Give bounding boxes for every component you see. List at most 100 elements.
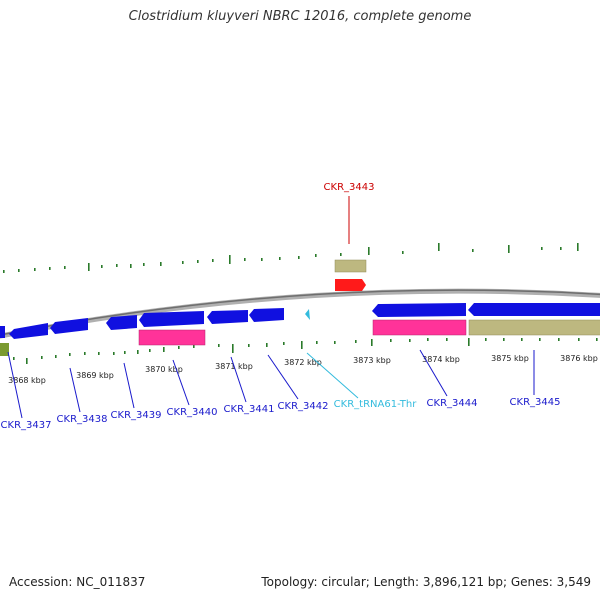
gc-tick bbox=[279, 257, 281, 260]
gc-tick bbox=[244, 258, 246, 261]
gc-tick bbox=[160, 262, 162, 266]
gc-tick bbox=[427, 338, 429, 341]
scale-label: 3876 kbp bbox=[560, 354, 598, 363]
gene-leader-line bbox=[7, 351, 23, 419]
gc-tick bbox=[218, 344, 220, 347]
gc-tick bbox=[446, 338, 448, 341]
gc-tick bbox=[521, 338, 523, 341]
gene-leader-line bbox=[230, 356, 247, 403]
gc-tick bbox=[69, 353, 71, 356]
gene-arrows bbox=[0, 303, 600, 339]
gc-tick bbox=[13, 357, 15, 360]
gc-skew-track-outer bbox=[3, 243, 579, 273]
pink-feature-ckr-3440[interactable] bbox=[138, 329, 206, 346]
gc-tick bbox=[229, 255, 231, 264]
gc-tick bbox=[88, 263, 90, 271]
gc-tick bbox=[301, 341, 303, 349]
gc-tick bbox=[64, 266, 66, 269]
gene-leader-line bbox=[172, 359, 190, 406]
gene-arrow-ckr-3441[interactable] bbox=[207, 310, 248, 324]
gc-tick bbox=[182, 261, 184, 264]
gc-tick bbox=[503, 338, 505, 341]
gene-ckr-3443-tan-feature[interactable] bbox=[334, 259, 367, 273]
gc-tick bbox=[390, 339, 392, 342]
gene-leader-line bbox=[306, 352, 359, 399]
gc-skew-track-inner bbox=[13, 338, 598, 364]
gc-tick bbox=[163, 347, 165, 352]
gc-tick bbox=[98, 352, 100, 355]
trna-ckr-trna61-thr[interactable] bbox=[305, 309, 310, 320]
tan-feature-ckr-3445[interactable] bbox=[468, 319, 600, 336]
pink-feature-ckr-3444[interactable] bbox=[372, 319, 467, 336]
gene-label-ckr-3443[interactable]: CKR_3443 bbox=[324, 182, 375, 193]
reverse-strand-features bbox=[334, 259, 367, 291]
gc-tick bbox=[368, 247, 370, 255]
gene-leader-line bbox=[69, 367, 81, 413]
gc-tick bbox=[409, 339, 411, 342]
gc-tick bbox=[49, 267, 51, 270]
olive-feature[interactable] bbox=[0, 343, 9, 356]
gene-label-ckr-3440[interactable]: CKR_3440 bbox=[167, 407, 218, 418]
gc-tick bbox=[193, 345, 195, 348]
gene-arrow-ckr-3437[interactable] bbox=[9, 323, 48, 339]
gc-tick bbox=[468, 338, 470, 346]
gene-label-ckr-3444[interactable]: CKR_3444 bbox=[427, 398, 478, 409]
gc-tick bbox=[178, 346, 180, 349]
gc-tick bbox=[116, 264, 118, 267]
gene-leader-line bbox=[419, 349, 448, 397]
gene-arrow[interactable] bbox=[0, 326, 5, 338]
scale-label: 3875 kbp bbox=[491, 354, 529, 363]
gc-tick bbox=[18, 269, 20, 272]
genome-stats-label: Topology: circular; Length: 3,896,121 bp… bbox=[261, 575, 591, 589]
gc-tick bbox=[212, 259, 214, 262]
gene-arrow-ckr-3444[interactable] bbox=[372, 303, 466, 317]
gene-label-ckr-3442[interactable]: CKR_3442 bbox=[278, 401, 329, 412]
scale-label: 3869 kbp bbox=[76, 371, 114, 380]
scale-label: 3868 kbp bbox=[8, 376, 46, 385]
gc-tick bbox=[124, 351, 126, 354]
gc-tick bbox=[558, 338, 560, 341]
gene-arrow-ckr-3440[interactable] bbox=[139, 311, 204, 327]
scale-label: 3873 kbp bbox=[353, 356, 391, 365]
gc-tick bbox=[560, 247, 562, 250]
gene-label-ckr-3437[interactable]: CKR_3437 bbox=[1, 420, 52, 431]
gene-label-ckr-3441[interactable]: CKR_3441 bbox=[224, 404, 275, 415]
gc-tick bbox=[485, 338, 487, 341]
gc-tick bbox=[438, 243, 440, 251]
gene-arrow-ckr-3445[interactable] bbox=[468, 303, 600, 316]
scale-label: 3870 kbp bbox=[145, 365, 183, 374]
gene-label-ckr-3438[interactable]: CKR_3438 bbox=[57, 414, 108, 425]
gc-tick bbox=[355, 340, 357, 343]
gc-tick bbox=[34, 268, 36, 271]
gene-arrow-ckr-3439[interactable] bbox=[106, 315, 137, 330]
gene-label-ckr-trna61-thr[interactable]: CKR_tRNA61-Thr bbox=[334, 399, 418, 410]
gc-tick bbox=[266, 343, 268, 347]
gc-tick bbox=[472, 249, 474, 252]
gc-tick bbox=[261, 258, 263, 261]
gene-labels: CKR_3437 CKR_3438 CKR_3439 CKR_3440 CKR_3441… bbox=[1, 182, 561, 431]
gene-arrow-ckr-3442[interactable] bbox=[249, 308, 284, 322]
gc-tick bbox=[248, 344, 250, 347]
gc-tick bbox=[315, 254, 317, 257]
gc-tick bbox=[508, 245, 510, 253]
gc-tick bbox=[371, 339, 373, 346]
gc-tick bbox=[578, 338, 580, 341]
gc-tick bbox=[340, 253, 342, 256]
gc-tick bbox=[130, 264, 132, 268]
gc-tick bbox=[298, 256, 300, 259]
gc-tick bbox=[137, 350, 139, 354]
gc-tick bbox=[283, 342, 285, 345]
gc-tick bbox=[232, 344, 234, 353]
gc-tick bbox=[143, 263, 145, 266]
gc-tick bbox=[539, 338, 541, 341]
gene-label-ckr-3445[interactable]: CKR_3445 bbox=[510, 397, 561, 408]
gc-tick bbox=[334, 341, 336, 344]
gc-tick bbox=[197, 260, 199, 263]
gene-label-ckr-3439[interactable]: CKR_3439 bbox=[111, 410, 162, 421]
gene-arrow-ckr-3438[interactable] bbox=[50, 318, 88, 334]
gc-tick bbox=[577, 243, 579, 251]
gene-ckr-3443-feature[interactable] bbox=[335, 279, 366, 291]
gc-tick bbox=[84, 352, 86, 355]
gc-tick bbox=[316, 341, 318, 344]
